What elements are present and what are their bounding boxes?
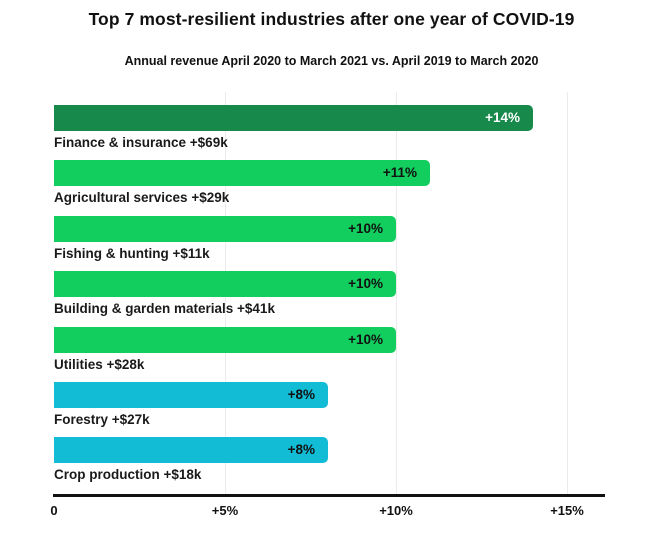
bar: +10% [54, 216, 396, 242]
bar: +8% [54, 437, 328, 463]
x-axis-tick-label: +5% [211, 503, 239, 518]
gridline [567, 92, 568, 494]
bar-value-label: +8% [287, 442, 315, 457]
bar: +8% [54, 382, 328, 408]
bar-value-label: +8% [287, 387, 315, 402]
x-axis-tick-label: +10% [379, 503, 413, 518]
bar-category-label: Fishing & hunting +$11k [54, 246, 210, 261]
gridline [396, 92, 397, 494]
bar-value-label: +10% [348, 276, 383, 291]
bar-category-label: Forestry +$27k [54, 412, 150, 427]
bar-category-label: Building & garden materials +$41k [54, 301, 275, 316]
bar: +14% [54, 105, 533, 131]
bar: +11% [54, 160, 430, 186]
bar-value-label: +10% [348, 221, 383, 236]
bar-category-label: Finance & insurance +$69k [54, 135, 228, 150]
bar-value-label: +14% [485, 110, 520, 125]
x-axis-line [53, 494, 605, 497]
bar-category-label: Agricultural services +$29k [54, 190, 230, 205]
bar-category-label: Crop production +$18k [54, 467, 202, 482]
chart-title: Top 7 most-resilient industries after on… [88, 9, 575, 29]
bar-category-label: Utilities +$28k [54, 357, 145, 372]
chart-subtitle: Annual revenue April 2020 to March 2021 … [124, 54, 539, 68]
bar: +10% [54, 327, 396, 353]
x-axis-tick-label: +15% [550, 503, 584, 518]
bar-value-label: +10% [348, 332, 383, 347]
bar-value-label: +11% [382, 165, 417, 180]
bar: +10% [54, 271, 396, 297]
x-axis-tick-label: 0 [50, 503, 58, 518]
